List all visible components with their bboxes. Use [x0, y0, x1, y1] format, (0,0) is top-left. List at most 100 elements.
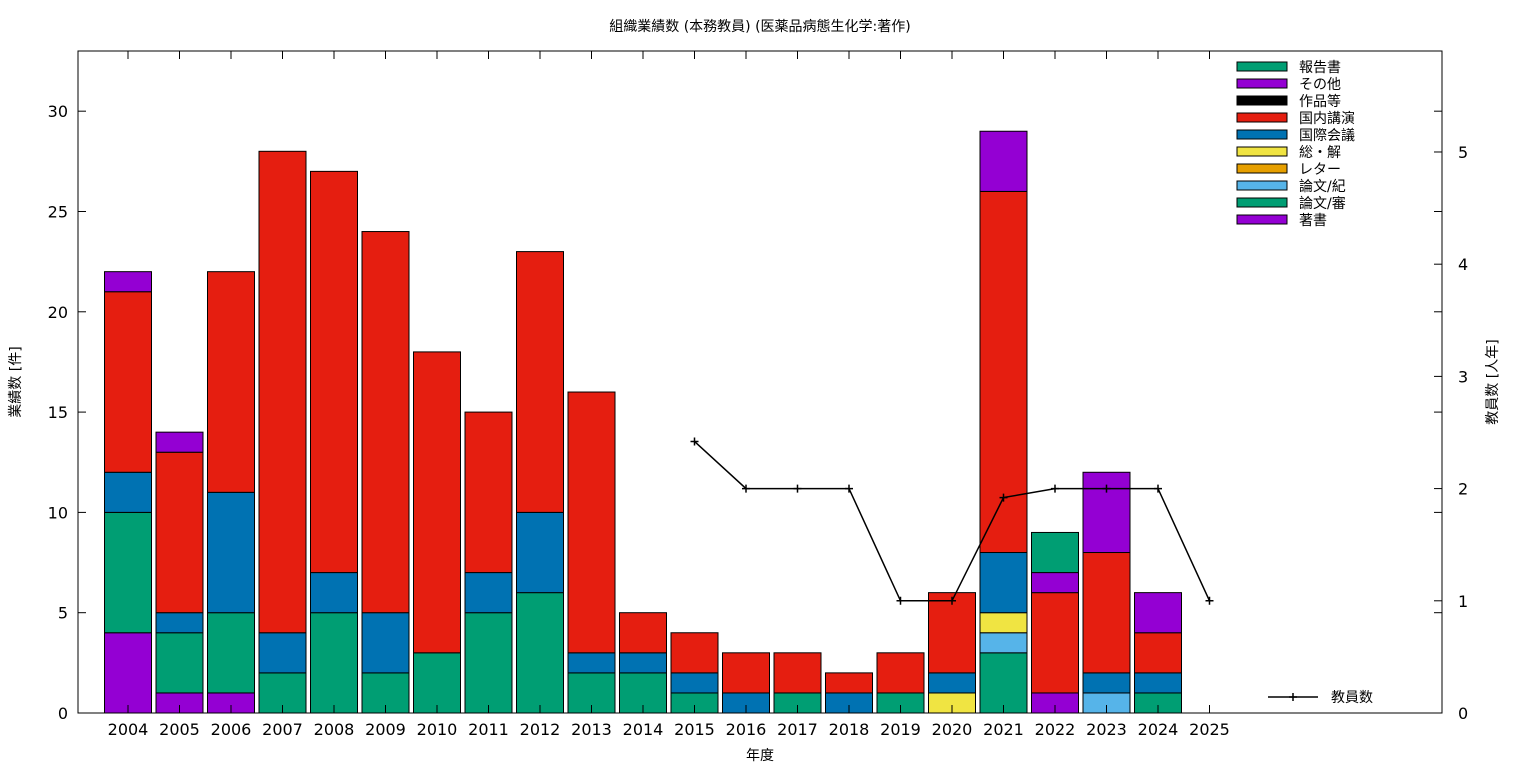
- legend-label-報告書: 報告書: [1299, 60, 1341, 76]
- x-tick-label-2004: 2004: [108, 720, 149, 739]
- bar-segment-2024-8: [1134, 592, 1182, 634]
- y2-tick-label-2: 2: [1458, 480, 1468, 499]
- line-point-2022: [1051, 484, 1059, 493]
- legend-swatch-論文-審: [1236, 197, 1288, 208]
- x-tick-label-2023: 2023: [1086, 720, 1127, 739]
- x-tick-label-2018: 2018: [829, 720, 870, 739]
- bar-segment-2019-6: [876, 652, 925, 694]
- x-tick-label-2017: 2017: [777, 720, 818, 739]
- bar-segment-2007-6: [258, 150, 307, 634]
- bar-segment-2004-1: [104, 511, 152, 634]
- y-tick-label-0: 0: [58, 704, 68, 723]
- bar-segment-2013-5: [567, 652, 616, 674]
- y-tick-label-5: 5: [58, 604, 68, 623]
- legend-line-marker: [1289, 693, 1297, 701]
- x-tick-label-2024: 2024: [1138, 720, 1179, 739]
- legend-item-論文-審: 論文/審: [1236, 196, 1346, 212]
- line-point-2016: [742, 484, 750, 493]
- bar-segment-2022-9: [1031, 531, 1079, 574]
- legend-label-論文-紀: 論文/紀: [1299, 179, 1346, 195]
- x-tick-label-2006: 2006: [211, 720, 252, 739]
- bar-segment-2023-8: [1082, 471, 1131, 554]
- bar-segment-2011-1: [464, 612, 513, 714]
- legend-swatch-国内講演: [1236, 112, 1288, 123]
- legend-swatch-論文-紀: [1236, 180, 1288, 191]
- legend-item-その他: その他: [1236, 77, 1341, 93]
- bar-segment-2006-5: [207, 491, 255, 614]
- bar-segment-2004-5: [104, 471, 152, 513]
- x-tick-label-2014: 2014: [623, 720, 664, 739]
- legend-item-作品等: 作品等: [1236, 93, 1341, 110]
- bar-segment-2008-1: [310, 612, 358, 714]
- bar-segment-2012-1: [516, 592, 564, 714]
- bar-segment-2011-6: [464, 411, 513, 574]
- legend-item-国内講演: 国内講演: [1236, 111, 1355, 127]
- y-axis-title: 業績数 [件]: [8, 346, 24, 417]
- legend-swatch-総・解: [1236, 146, 1288, 157]
- bar-segment-2023-6: [1082, 552, 1131, 674]
- y2-tick-label-0: 0: [1458, 704, 1468, 723]
- bar-segment-2014-5: [619, 652, 667, 674]
- legend-label-line: 教員数: [1331, 690, 1373, 706]
- bar-segment-2021-2: [979, 632, 1028, 654]
- line-series-faculty: [693, 440, 1211, 602]
- bar-segment-2021-4: [979, 612, 1028, 634]
- bar-segment-2022-8: [1031, 572, 1079, 594]
- bar-segment-2004-8: [104, 271, 152, 293]
- x-tick-label-2020: 2020: [932, 720, 973, 739]
- x-tick-label-2009: 2009: [365, 720, 406, 739]
- legend-item-報告書: 報告書: [1236, 60, 1341, 76]
- line-layer: [690, 437, 1214, 605]
- bar-segment-2011-5: [464, 572, 513, 614]
- x-tick-label-2016: 2016: [726, 720, 767, 739]
- x-tick-label-2015: 2015: [674, 720, 715, 739]
- bar-segment-2010-1: [413, 652, 461, 714]
- bar-segment-2005-6: [155, 451, 204, 614]
- y2-tick-label-4: 4: [1458, 255, 1468, 274]
- y2-axis-title: 教員数 [人年]: [1485, 339, 1501, 424]
- legend-item-総・解: 総・解: [1236, 145, 1341, 161]
- legend-item-著書: 著書: [1236, 213, 1327, 229]
- bar-segment-2024-6: [1134, 632, 1182, 674]
- bar-segment-2014-6: [619, 612, 667, 654]
- bar-segment-2009-5: [361, 612, 410, 674]
- bar-segment-2004-6: [104, 291, 152, 473]
- bar-segment-2005-8: [155, 431, 204, 453]
- legend-label-作品等: 作品等: [1299, 93, 1341, 110]
- x-tick-label-2022: 2022: [1035, 720, 1076, 739]
- legend-item-国際会議: 国際会議: [1236, 127, 1355, 144]
- bar-segment-2015-6: [670, 632, 719, 674]
- bar-segment-2024-5: [1134, 672, 1182, 694]
- bar-segment-2021-1: [979, 652, 1028, 714]
- bar-segment-2016-6: [722, 652, 770, 694]
- bar-segment-2010-6: [413, 351, 461, 654]
- bar-segment-2012-6: [516, 251, 564, 513]
- legend-label-総・解: 総・解: [1299, 145, 1341, 161]
- legend-swatch-著書: [1236, 214, 1288, 225]
- bar-segment-2017-6: [773, 652, 822, 694]
- bar-segment-2018-6: [825, 672, 873, 694]
- bar-segment-2009-6: [361, 231, 410, 614]
- y-tick-label-25: 25: [48, 202, 68, 221]
- legend-item-line: 教員数: [1268, 690, 1373, 706]
- legend-label-国際会議: 国際会議: [1299, 127, 1355, 144]
- legend-swatch-報告書: [1236, 61, 1288, 72]
- legend-item-レター: レター: [1236, 162, 1341, 178]
- bar-segment-2015-5: [670, 672, 719, 694]
- line-point-2017: [793, 484, 802, 493]
- bar-segment-2021-8: [979, 130, 1028, 192]
- bar-segment-2004-0: [104, 632, 152, 714]
- line-point-2015: [690, 437, 699, 446]
- bar-segment-2012-5: [516, 511, 564, 594]
- y2-tick-label-3: 3: [1458, 367, 1468, 386]
- x-tick-label-2005: 2005: [159, 720, 200, 739]
- y-tick-label-20: 20: [48, 303, 68, 322]
- legend-label-レター: レター: [1299, 162, 1341, 178]
- line-point-2018: [845, 484, 853, 493]
- bar-segment-2022-6: [1031, 592, 1079, 694]
- bar-segment-2020-6: [928, 592, 976, 674]
- x-tick-label-2021: 2021: [983, 720, 1024, 739]
